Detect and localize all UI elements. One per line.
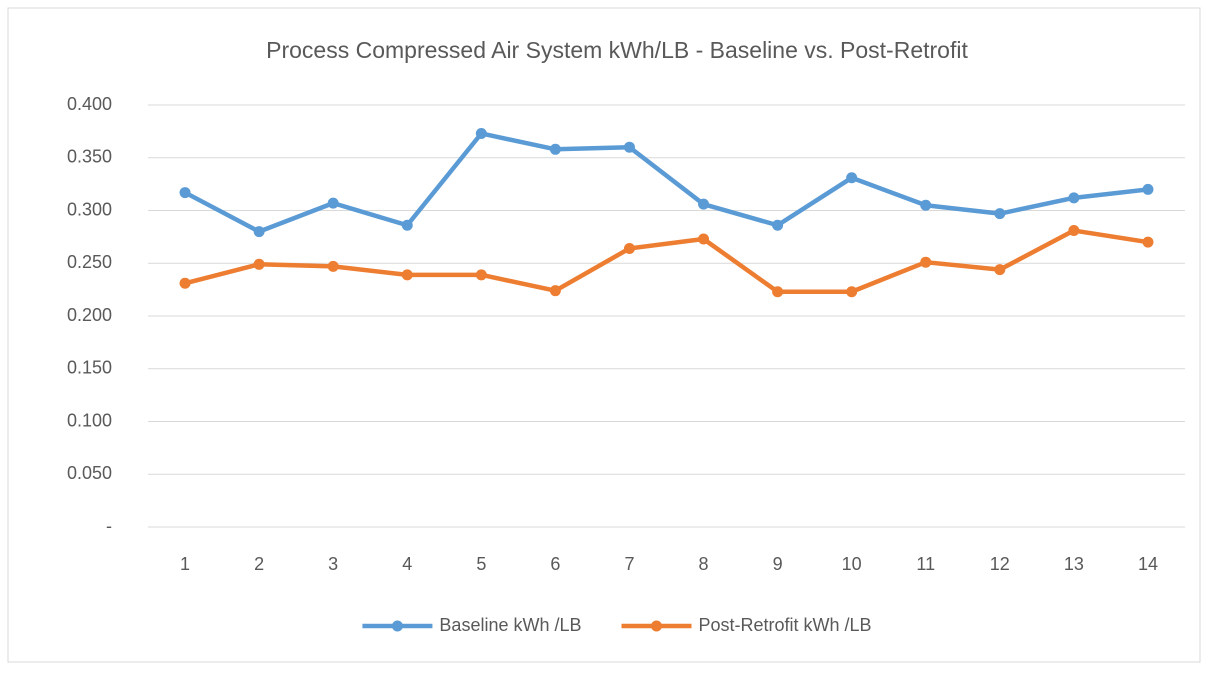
x-tick-label: 3 <box>328 554 338 574</box>
data-point <box>401 269 413 281</box>
y-tick-label: 0.050 <box>67 463 112 483</box>
y-tick-label: 0.350 <box>67 147 112 167</box>
data-point <box>1068 225 1080 237</box>
y-tick-label: 0.400 <box>67 94 112 114</box>
x-tick-label: 1 <box>180 554 190 574</box>
legend-label: Baseline kWh /LB <box>439 615 581 635</box>
data-point <box>475 269 487 281</box>
x-tick-label: 5 <box>476 554 486 574</box>
series-line <box>183 131 1149 234</box>
x-tick-label: 7 <box>624 554 634 574</box>
data-point <box>327 260 339 272</box>
y-tick-label: 0.250 <box>67 252 112 272</box>
y-tick-label: 0.150 <box>67 358 112 378</box>
data-point <box>1068 192 1080 204</box>
data-point <box>549 285 561 297</box>
data-point <box>475 127 487 139</box>
x-tick-label: 10 <box>842 554 862 574</box>
legend-marker <box>391 620 403 632</box>
y-tick-label: 0.300 <box>67 199 112 219</box>
data-point <box>846 286 858 298</box>
data-point <box>623 141 635 153</box>
chart-border <box>7 7 1201 663</box>
data-point <box>179 187 191 199</box>
data-point <box>698 233 710 245</box>
data-point <box>698 198 710 210</box>
data-point <box>846 172 858 184</box>
data-point <box>327 197 339 209</box>
y-tick-label: 0.100 <box>67 410 112 430</box>
y-tick-label: - <box>106 516 112 536</box>
x-tick-label: 6 <box>550 554 560 574</box>
x-tick-label: 14 <box>1138 554 1158 574</box>
data-point <box>994 208 1006 220</box>
data-point <box>920 199 932 211</box>
data-point <box>623 242 635 254</box>
x-tick-label: 2 <box>254 554 264 574</box>
data-point <box>401 219 413 231</box>
x-tick-label: 8 <box>699 554 709 574</box>
legend-marker <box>651 620 663 632</box>
chart-title: Process Compressed Air System kWh/LB - B… <box>266 37 968 63</box>
y-tick-label: 0.200 <box>67 305 112 325</box>
data-point <box>994 264 1006 276</box>
x-tick-label: 13 <box>1064 554 1084 574</box>
data-point <box>549 143 561 155</box>
data-point <box>920 256 932 268</box>
data-point <box>253 226 265 238</box>
x-tick-label: 12 <box>990 554 1010 574</box>
x-tick-label: 9 <box>773 554 783 574</box>
data-point <box>1142 236 1154 248</box>
legend-label: Post-Retrofit kWh /LB <box>699 615 872 635</box>
series-line <box>184 228 1149 294</box>
data-point <box>772 286 784 298</box>
data-point <box>772 219 784 231</box>
x-tick-label: 4 <box>402 554 412 574</box>
data-point <box>1142 183 1154 195</box>
data-point <box>253 258 265 270</box>
x-tick-label: 11 <box>916 554 935 574</box>
data-point <box>179 277 191 289</box>
